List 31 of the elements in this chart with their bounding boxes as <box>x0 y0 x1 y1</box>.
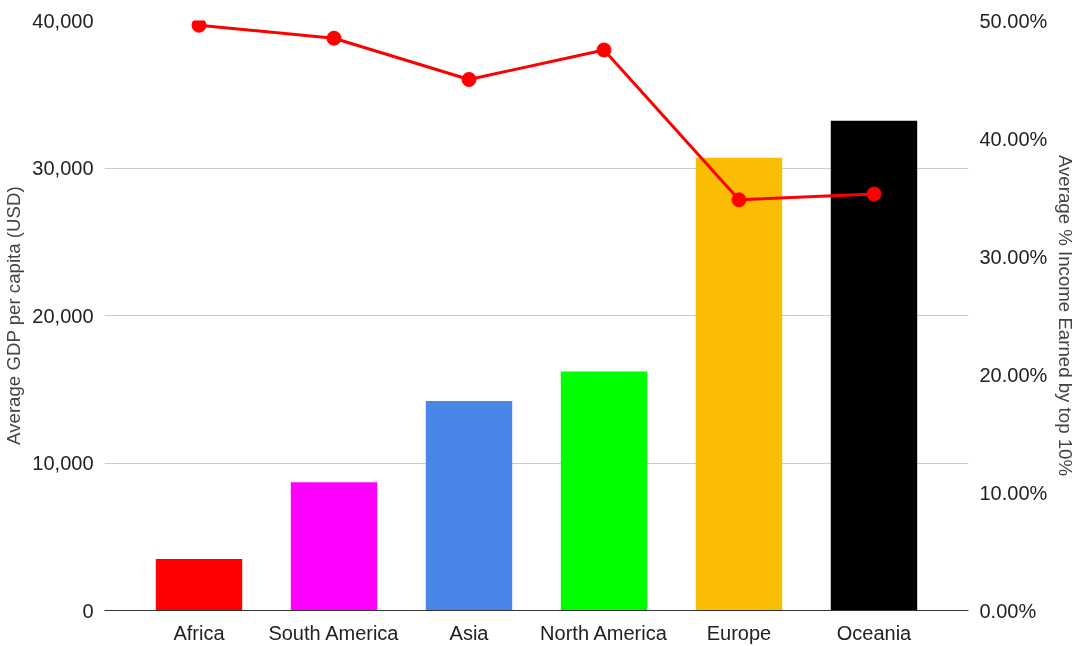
point <box>191 20 207 33</box>
y-tick-label: 30,000 <box>32 157 94 179</box>
y-axis-title: Average GDP per capita (USD) <box>3 186 25 445</box>
y2-tick-label: 10.00% <box>979 481 1048 504</box>
point <box>461 72 477 87</box>
point <box>731 192 747 208</box>
bar <box>830 120 918 611</box>
y2-axis-title: Average % Income Earned by top 10% <box>1055 154 1077 477</box>
x-tick-label: North America <box>540 621 668 644</box>
bar <box>560 371 648 611</box>
bar <box>425 401 513 611</box>
y-tick-label: 10,000 <box>32 452 94 474</box>
x-tick-label: Africa <box>173 621 226 644</box>
point <box>866 186 882 202</box>
point <box>326 30 342 46</box>
y2-tick-label: 0.00% <box>979 599 1037 622</box>
y2-tick-label: 40.00% <box>979 127 1048 150</box>
bar <box>695 157 783 611</box>
y-tick-label: 0 <box>82 599 94 622</box>
bar <box>290 482 378 611</box>
y2-tick-label: 50.00% <box>979 9 1048 32</box>
x-tick-label: Oceania <box>836 621 913 644</box>
y2-tick-label: 30.00% <box>979 245 1048 268</box>
x-tick-label: South America <box>268 621 400 644</box>
y-tick-label: 40,000 <box>32 9 94 32</box>
y-tick-label: 20,000 <box>32 304 94 327</box>
x-tick-label: Asia <box>449 621 490 644</box>
y2-tick-label: 20.00% <box>979 363 1048 386</box>
point <box>596 42 612 58</box>
bar <box>155 558 243 611</box>
x-tick-label: Europe <box>706 621 772 644</box>
